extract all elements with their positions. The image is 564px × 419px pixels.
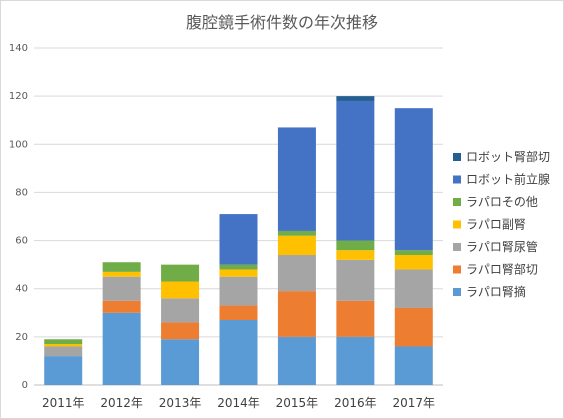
bar-segment — [336, 96, 375, 101]
legend-swatch — [453, 288, 461, 296]
legend-swatch — [453, 265, 461, 274]
bar-segment — [44, 356, 83, 385]
legend-swatch — [453, 220, 461, 229]
y-axis-tick-labels: 0 20 40 60 80 100 120 140 — [9, 43, 28, 391]
y-tick-label: 140 — [9, 43, 28, 54]
bar-segment — [277, 127, 316, 231]
y-tick-label: 60 — [15, 236, 28, 247]
bar-segment — [336, 100, 375, 241]
bar-segment — [277, 230, 316, 236]
bar-segment — [219, 264, 258, 270]
x-tick-label: 2013年 — [159, 396, 202, 410]
bar-segment — [336, 240, 375, 251]
bar-segment — [102, 300, 141, 313]
bar-segment — [219, 320, 258, 385]
x-axis-tick-labels: 2011年 2012年 2013年 2014年 2015年 2016年 2017年 — [42, 396, 435, 410]
y-tick-label: 100 — [9, 139, 28, 150]
y-tick-label: 0 — [22, 380, 28, 391]
bar-segment — [161, 322, 200, 340]
y-tick-label: 120 — [9, 91, 28, 102]
legend-label: ラパロ腎摘 — [466, 284, 526, 299]
bar-segment — [44, 344, 83, 347]
legend-label: ラパロその他 — [466, 195, 538, 209]
x-tick-label: 2011年 — [42, 396, 85, 410]
bar-segment — [336, 259, 375, 301]
legend-swatch — [453, 198, 461, 206]
bar-segment — [394, 307, 433, 347]
x-tick-label: 2017年 — [393, 396, 436, 410]
bar-segment — [277, 336, 316, 385]
x-tick-label: 2014年 — [217, 396, 260, 410]
legend-swatch — [453, 175, 461, 184]
bar-segment — [102, 276, 141, 301]
bar-segment — [44, 339, 83, 345]
legend-swatch — [453, 243, 461, 251]
bar-segment — [219, 214, 258, 265]
bar-segment — [394, 269, 433, 308]
bar-segment — [336, 250, 375, 260]
bar-segment — [394, 108, 433, 251]
y-tick-label: 80 — [15, 187, 28, 198]
bar-segment — [394, 255, 433, 270]
legend-label: ロボット腎部切 — [466, 149, 550, 164]
x-tick-label: 2015年 — [276, 396, 319, 410]
y-tick-label: 20 — [15, 332, 28, 343]
legend-swatch — [453, 153, 461, 161]
bar-segment — [336, 300, 375, 337]
bar-segment — [277, 235, 316, 256]
legend-label: ロボット前立腺 — [466, 172, 550, 187]
bar-segment — [219, 276, 258, 306]
y-tick-label: 40 — [15, 284, 28, 295]
legend: ロボット腎部切ロボット前立腺ラパロその他ラパロ副腎ラパロ腎尿管ラパロ腎部切ラパロ… — [453, 149, 550, 299]
bar-segment — [161, 264, 200, 282]
legend-label: ラパロ腎尿管 — [466, 239, 538, 254]
bar-segment — [394, 250, 433, 256]
x-tick-label: 2012年 — [100, 396, 143, 410]
chart-title: 腹腔鏡手術件数の年次推移 — [186, 13, 378, 32]
bar-segment — [219, 305, 258, 321]
bar-segment — [161, 298, 200, 323]
legend-label: ラパロ副腎 — [466, 218, 526, 232]
bars — [44, 96, 433, 385]
x-tick-label: 2016年 — [334, 396, 377, 410]
bar-segment — [277, 255, 316, 292]
bar-segment — [161, 281, 200, 299]
bar-segment — [102, 271, 141, 277]
bar-segment — [102, 312, 141, 385]
bar-segment — [161, 339, 200, 385]
bar-segment — [336, 336, 375, 385]
legend-label: ラパロ腎部切 — [466, 262, 538, 277]
bar-segment — [44, 346, 83, 357]
bar-segment — [394, 346, 433, 385]
bar-segment — [219, 269, 258, 277]
bar-segment — [102, 262, 141, 272]
bar-segment — [277, 291, 316, 337]
